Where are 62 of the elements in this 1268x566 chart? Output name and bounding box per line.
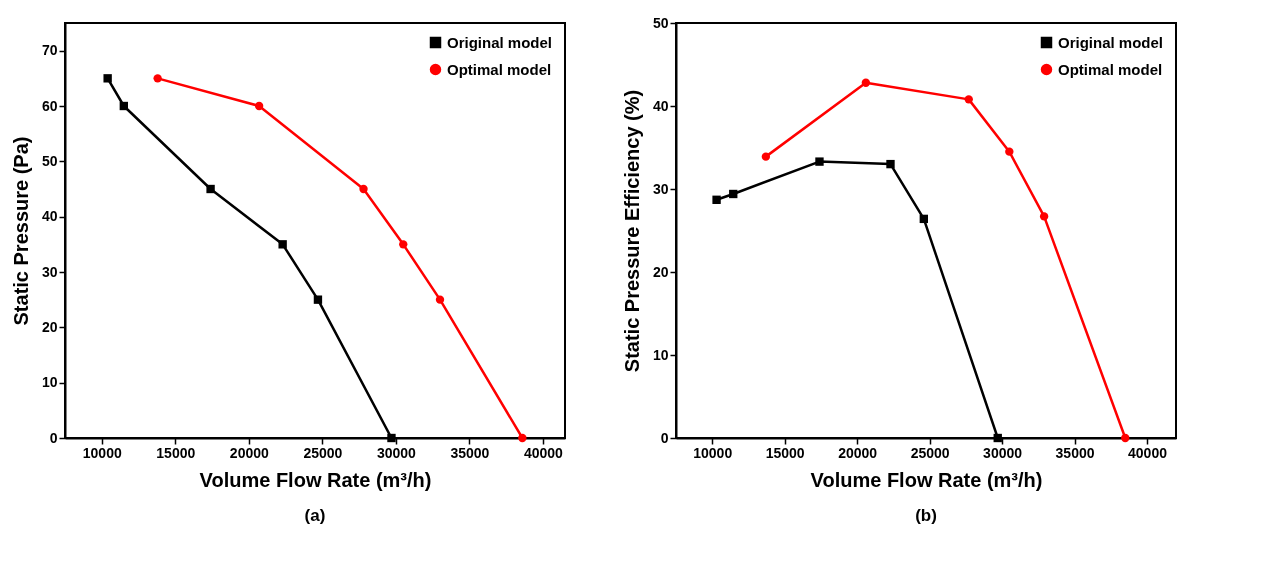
point	[206, 184, 215, 194]
legend-label: Optimal model	[447, 60, 552, 78]
y-tick-label: 50	[652, 14, 669, 31]
point	[254, 101, 264, 111]
y-tick-label: 70	[41, 42, 58, 59]
y-tick-label: 30	[41, 263, 58, 280]
x-tick-label: 35000	[1055, 444, 1095, 461]
point	[387, 433, 396, 443]
point	[103, 74, 112, 83]
point	[1121, 433, 1130, 443]
point	[861, 78, 871, 87]
x-tick-label: 10000	[82, 444, 122, 461]
text: (a)	[304, 506, 326, 525]
y-tick-label: 50	[41, 152, 58, 169]
y-tick-label: 30	[652, 180, 669, 197]
y-tick-label: 60	[41, 97, 58, 114]
x-tick-label: 40000	[1128, 444, 1168, 461]
point	[1039, 212, 1049, 221]
y-tick-label: 40	[41, 208, 58, 225]
legend-label: Optimal model	[1058, 60, 1163, 78]
point	[1005, 147, 1014, 156]
point	[815, 157, 824, 166]
y-tick-label: 10	[41, 374, 58, 391]
point	[964, 95, 973, 104]
point	[153, 74, 162, 83]
y-tick-label: 20	[652, 263, 669, 280]
x-axis-title: Volume Flow Rate (m³/h)	[810, 468, 1043, 491]
x-tick-label: 20000	[229, 444, 269, 461]
y-tick-label: 20	[41, 318, 58, 335]
x-axis-title: Volume Flow Rate (m³/h)	[199, 468, 432, 491]
point	[399, 240, 408, 249]
y-tick-label: 0	[49, 429, 58, 446]
point	[119, 101, 129, 111]
y-tick-label: 40	[652, 97, 669, 114]
y-tick-label: 10	[652, 346, 669, 363]
x-tick-label: 15000	[765, 444, 805, 461]
y-axis-title: Static Pressure (Pa)	[9, 136, 32, 326]
legend-label: Original model	[447, 33, 553, 51]
point	[313, 295, 323, 304]
x-tick-label: 10000	[693, 444, 733, 461]
y-tick-label: 0	[660, 429, 669, 446]
x-tick-label: 25000	[910, 444, 950, 461]
x-tick-label: 40000	[523, 444, 564, 461]
point	[518, 433, 527, 443]
point	[359, 184, 368, 194]
point	[761, 152, 771, 161]
point	[886, 159, 895, 169]
point	[712, 195, 721, 204]
legend-label: Original model	[1058, 33, 1164, 51]
x-tick-label: 35000	[450, 444, 490, 461]
x-tick-label: 30000	[376, 444, 417, 461]
point	[435, 295, 445, 304]
x-tick-label: 25000	[303, 444, 343, 461]
x-tick-label: 15000	[156, 444, 196, 461]
y-axis-title: Static Pressure Efficiency (%)	[620, 89, 643, 373]
point	[729, 189, 738, 199]
text: (b)	[915, 506, 937, 525]
point	[278, 240, 287, 249]
x-tick-label: 30000	[983, 444, 1023, 461]
x-tick-label: 20000	[838, 444, 878, 461]
point	[919, 214, 929, 224]
point	[993, 433, 1002, 443]
